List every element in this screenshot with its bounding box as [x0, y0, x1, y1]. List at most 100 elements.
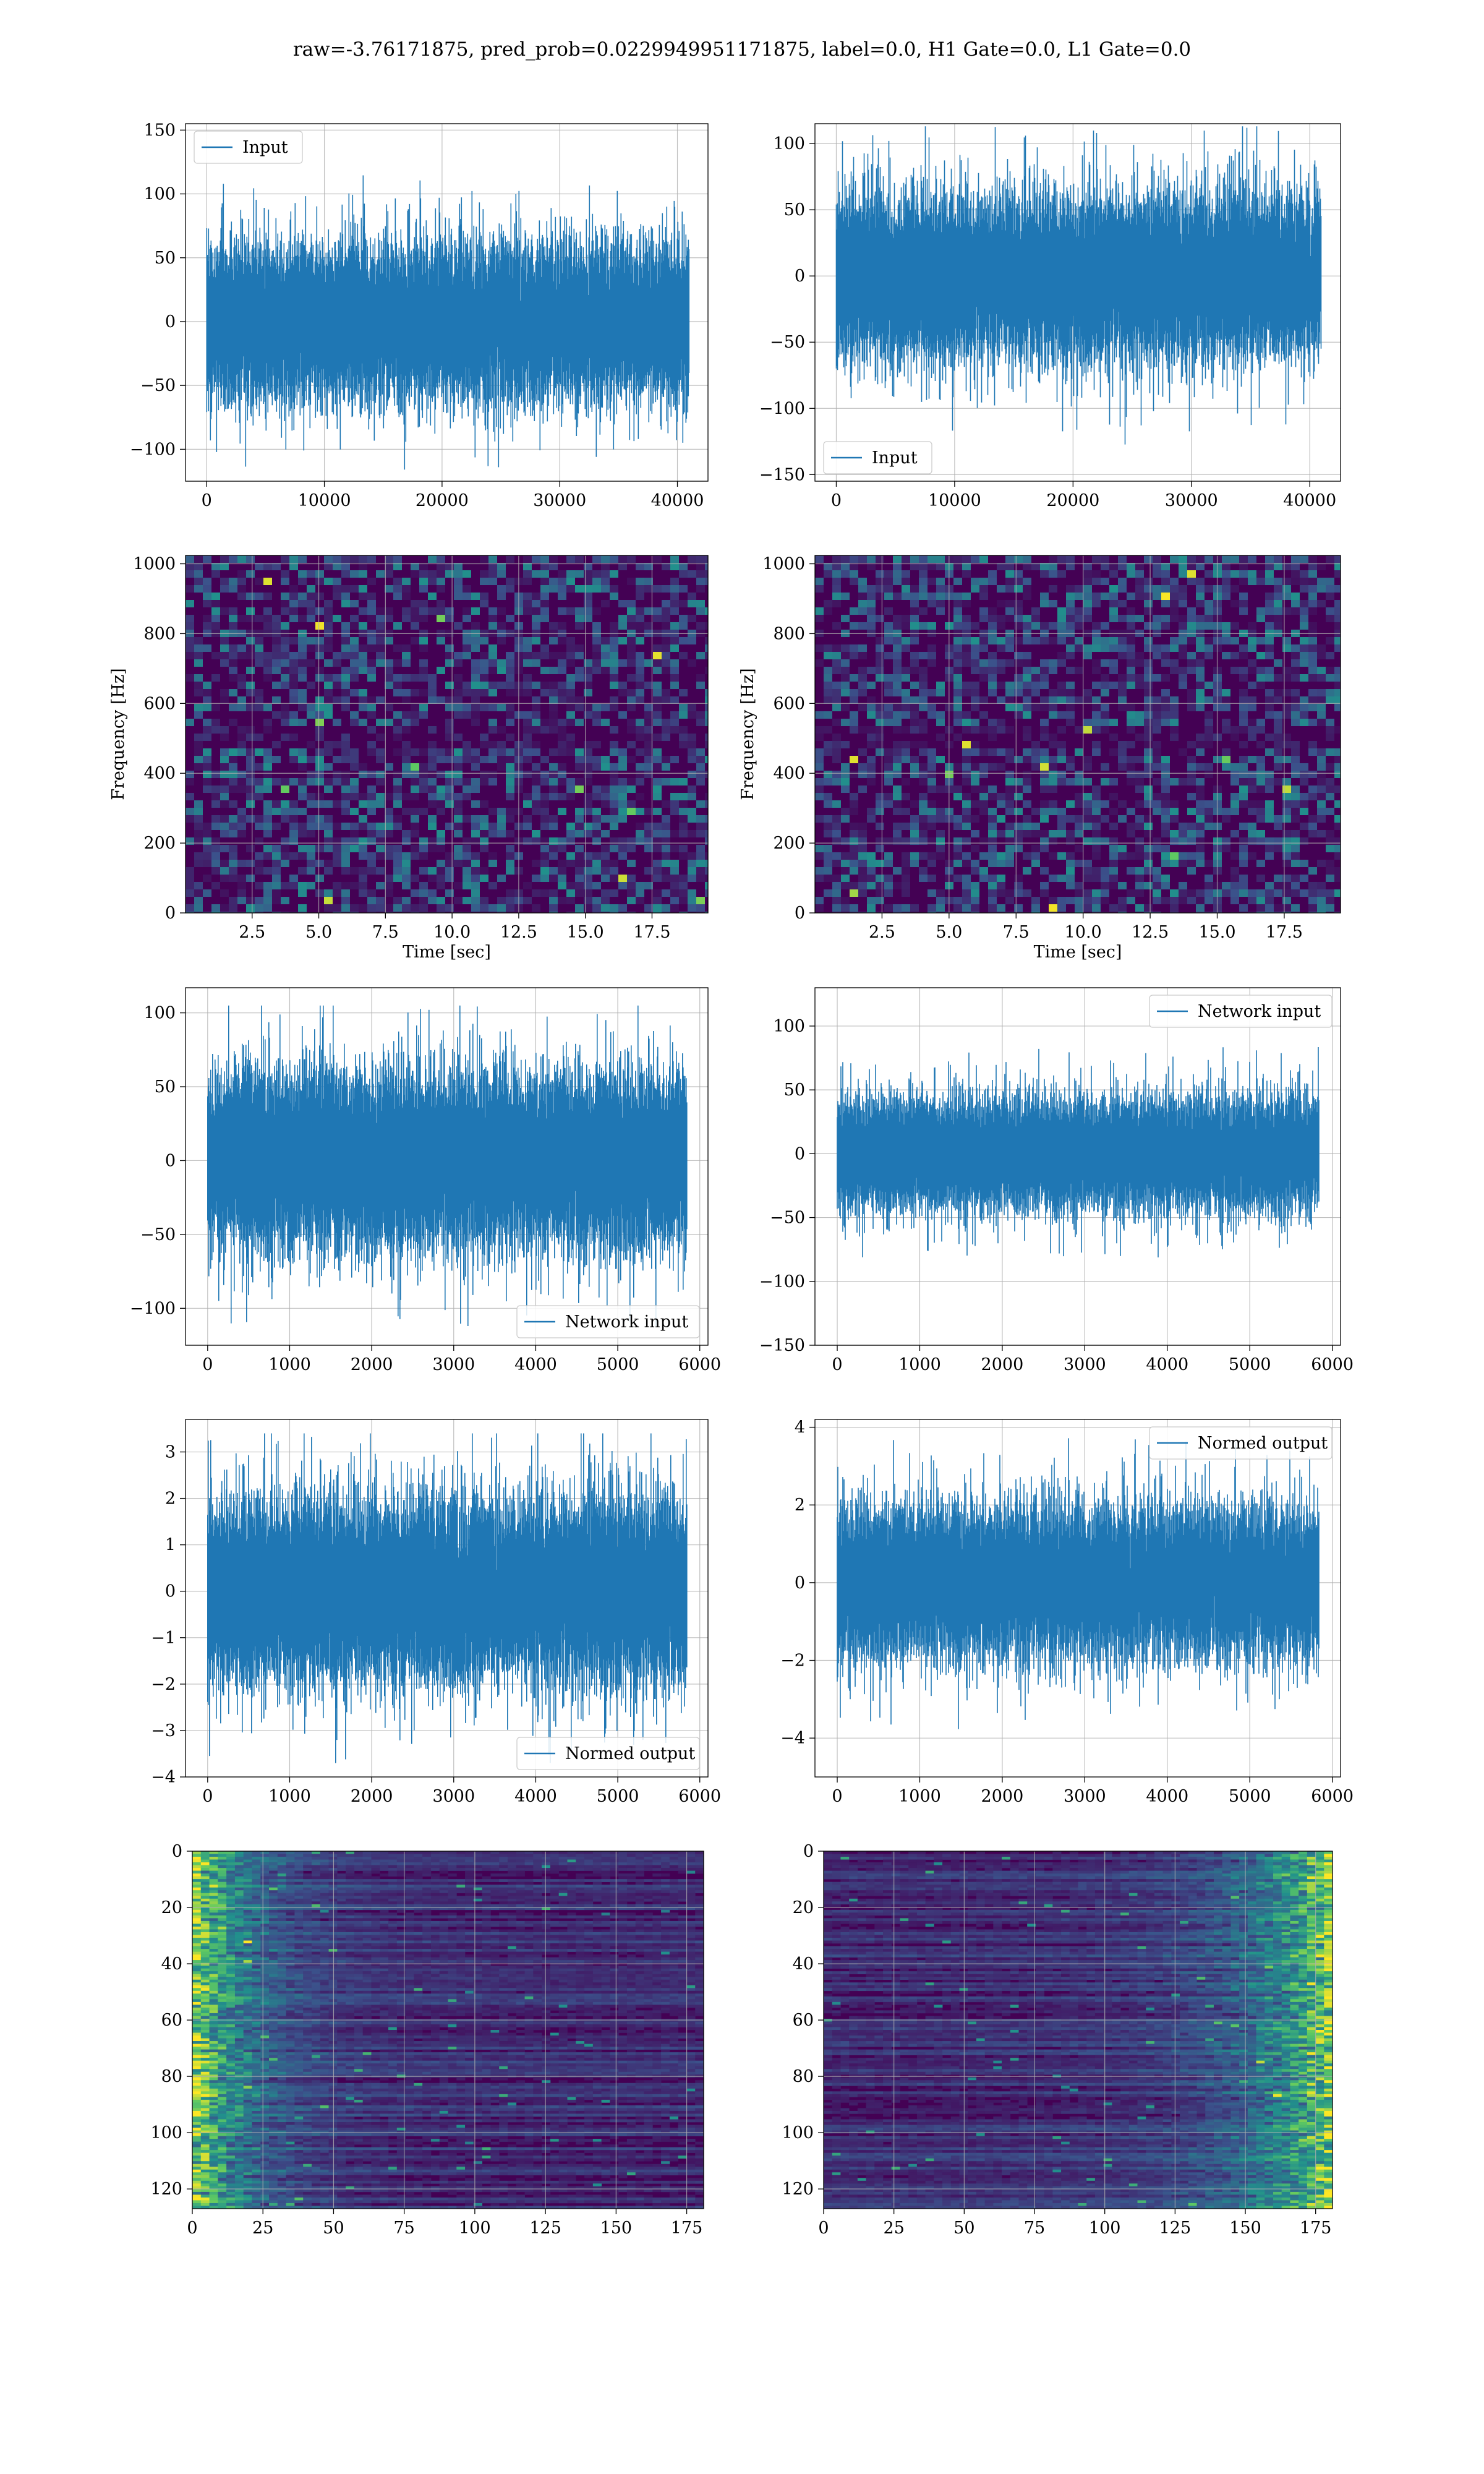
- legend-box: [516, 1305, 700, 1338]
- x-tick-label: 6000: [678, 1787, 721, 1806]
- spectrogram-cell: [1161, 823, 1170, 830]
- spectrogram-cell: [610, 667, 618, 674]
- spectrogram-cell: [246, 652, 255, 659]
- spectrogram-cell: [927, 555, 936, 563]
- heatmap-cell: [396, 1865, 406, 1868]
- spectrogram-cell: [359, 555, 367, 563]
- spectrogram-cell: [936, 682, 945, 689]
- heatmap-cell: [533, 1890, 542, 1894]
- spectrogram-cell: [893, 615, 902, 622]
- spectrogram-cell: [1083, 593, 1092, 600]
- spectrogram-cell: [1118, 904, 1127, 912]
- spectrogram-cell: [688, 771, 696, 778]
- spectrogram-cell: [1101, 815, 1109, 823]
- spectrogram-cell: [927, 756, 936, 763]
- spectrogram-cell: [858, 578, 867, 585]
- heatmap-cell: [422, 1885, 432, 1888]
- spectrogram-cell: [480, 600, 488, 607]
- spectrogram-cell: [1109, 867, 1118, 875]
- heatmap-cell: [652, 1859, 662, 1863]
- spectrogram-cell: [324, 763, 333, 771]
- y-axis-label: Frequency [Hz]: [109, 668, 128, 800]
- heatmap-cell: [661, 1887, 670, 1891]
- spectrogram-cell: [324, 837, 333, 845]
- spectrogram-cell: [815, 793, 824, 800]
- spectrogram-cell: [263, 659, 272, 667]
- spectrogram-cell: [549, 748, 558, 756]
- heatmap-cell: [644, 1865, 653, 1868]
- spectrogram-cell: [315, 748, 324, 756]
- spectrogram-cell: [1057, 615, 1066, 622]
- spectrogram-cell: [497, 607, 506, 615]
- spectrogram-cell: [1005, 726, 1014, 734]
- spectrogram-cell: [324, 682, 333, 689]
- spectrogram-cell: [341, 867, 350, 875]
- spectrogram-cell: [1014, 830, 1023, 837]
- heatmap-cell: [209, 1859, 218, 1863]
- spectrogram-cell: [411, 704, 419, 711]
- spectrogram-cell: [263, 889, 272, 897]
- heatmap-cell: [252, 1859, 261, 1863]
- spectrogram-cell: [1057, 711, 1066, 719]
- spectrogram-cell: [1187, 778, 1196, 785]
- spectrogram-cell: [584, 904, 592, 912]
- heatmap-cell: [516, 1851, 525, 1854]
- spectrogram-cell: [584, 682, 592, 689]
- spectrogram-cell: [670, 585, 679, 593]
- spectrogram-cell: [1144, 882, 1153, 889]
- spectrogram-cell: [263, 726, 272, 734]
- spectrogram-cell: [867, 897, 876, 904]
- heatmap-cell: [499, 1865, 508, 1868]
- heatmap-cell: [269, 1854, 278, 1857]
- spectrogram-cell: [584, 607, 592, 615]
- spectrogram-cell: [463, 585, 471, 593]
- spectrogram-cell: [867, 726, 876, 734]
- spectrogram-cell: [824, 778, 832, 785]
- spectrogram-cell: [815, 815, 824, 823]
- spectrogram-cell: [281, 815, 289, 823]
- spectrogram-cell: [229, 689, 237, 696]
- heatmap-cell: [507, 1881, 517, 1885]
- spectrogram-cell: [1308, 689, 1317, 696]
- spectrogram-cell: [289, 837, 298, 845]
- spectrogram-cell: [1049, 585, 1057, 593]
- spectrogram-cell: [670, 711, 679, 719]
- spectrogram-cell: [670, 637, 679, 644]
- spectrogram-cell: [350, 570, 359, 578]
- heatmap-cell: [635, 1896, 644, 1899]
- spectrogram-cell: [463, 778, 471, 785]
- spectrogram-cell: [1031, 704, 1040, 711]
- spectrogram-cell: [428, 607, 437, 615]
- spectrogram-cell: [850, 644, 858, 652]
- spectrogram-cell: [324, 622, 333, 630]
- spectrogram-cell: [575, 889, 584, 897]
- spectrogram-cell: [927, 889, 936, 897]
- spectrogram-cell: [1256, 615, 1265, 622]
- spectrogram-cell: [1282, 667, 1291, 674]
- spectrogram-cell: [324, 800, 333, 808]
- spectrogram-cell: [454, 689, 463, 696]
- spectrogram-cell: [359, 593, 367, 600]
- spectrogram-cell: [488, 882, 497, 889]
- spectrogram-cell: [1317, 763, 1326, 771]
- spectrogram-cell: [884, 860, 893, 867]
- spectrogram-cell: [927, 912, 936, 913]
- spectrogram-cell: [341, 741, 350, 748]
- spectrogram-cell: [867, 882, 876, 889]
- spectrogram-cell: [867, 615, 876, 622]
- heatmap-cell: [371, 1893, 380, 1896]
- heatmap-cell: [337, 1896, 346, 1899]
- spectrogram-cell: [480, 756, 488, 763]
- heatmap-cell: [533, 1851, 542, 1854]
- spectrogram-cell: [1282, 585, 1291, 593]
- spectrogram-cell: [1083, 889, 1092, 897]
- heatmap-cell: [354, 1885, 364, 1888]
- spectrogram-cell: [324, 704, 333, 711]
- heatmap-cell: [294, 1881, 304, 1885]
- spectrogram-cell: [307, 741, 315, 748]
- spectrogram-cell: [281, 682, 289, 689]
- spectrogram-cell: [376, 897, 385, 904]
- spectrogram-cell: [601, 852, 610, 860]
- spectrogram-cell: [523, 882, 532, 889]
- spectrogram-cell: [540, 778, 549, 785]
